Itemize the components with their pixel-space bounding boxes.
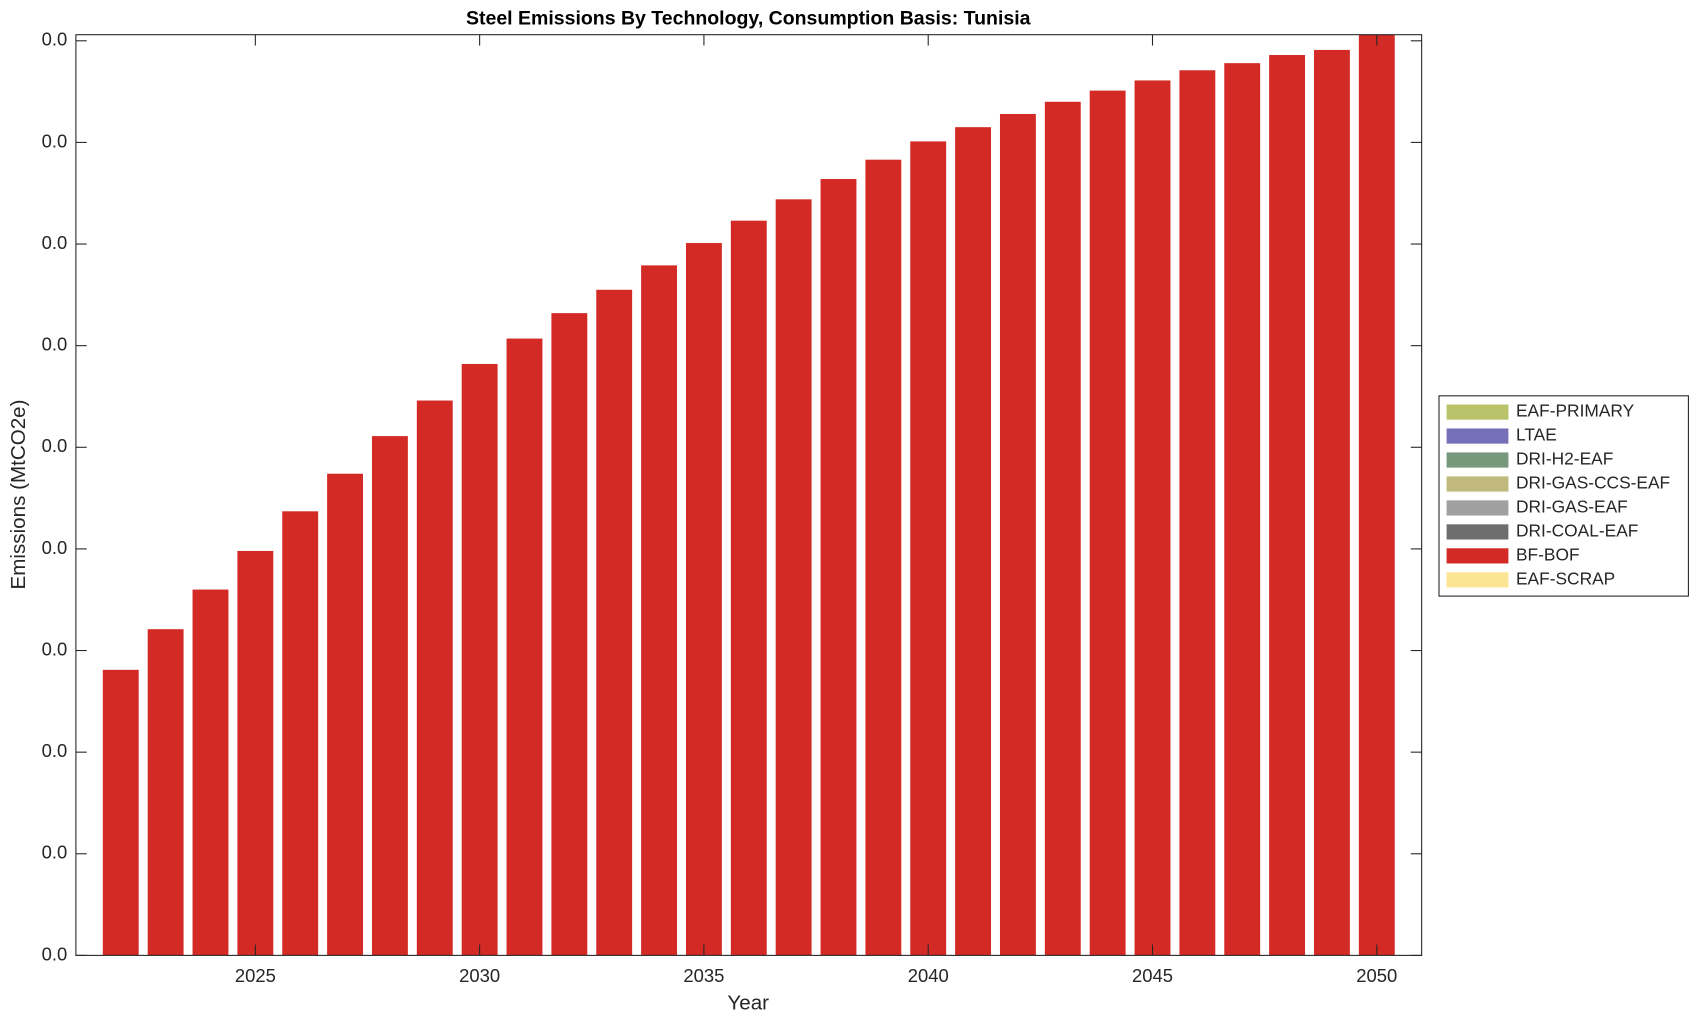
bar-segment (910, 141, 947, 956)
bar-segment (1179, 70, 1216, 956)
bar-segment (1134, 80, 1171, 956)
bar-segment (999, 113, 1036, 956)
legend-label: EAF-PRIMARY (1516, 401, 1635, 421)
bar-segment (1313, 49, 1350, 956)
bar-segment (506, 338, 543, 956)
y-axis-label: Emissions (MtCO2e) (7, 400, 30, 590)
legend-swatch (1446, 476, 1509, 492)
y-tick-label: 0.0 (42, 943, 68, 964)
chart-title: Steel Emissions By Technology, Consumpti… (466, 8, 1031, 30)
bar-segment (102, 669, 139, 956)
legend-label: DRI-GAS-CCS-EAF (1516, 473, 1670, 493)
y-tick-label: 0.0 (42, 638, 68, 659)
bar-segment (1358, 34, 1395, 956)
y-tick-label: 0.0 (42, 435, 68, 456)
bar-segment (641, 265, 678, 956)
legend-swatch (1446, 452, 1509, 468)
bar-segment (461, 363, 498, 956)
legend-swatch (1446, 500, 1509, 516)
axes-box (75, 34, 1423, 956)
legend-label: BF-BOF (1516, 544, 1580, 564)
legend-swatch (1446, 572, 1509, 588)
bar-segment (730, 220, 767, 956)
x-axis-label: Year (727, 992, 769, 1015)
bar-segment (282, 511, 319, 956)
y-tick-label: 0.0 (42, 232, 68, 253)
legend-swatch (1446, 404, 1509, 420)
legend-swatch (1446, 524, 1509, 540)
y-tick-label: 0.0 (42, 334, 68, 355)
x-tick-label: 2040 (908, 965, 949, 986)
x-tick-label: 2050 (1356, 965, 1397, 986)
legend-label: DRI-H2-EAF (1516, 449, 1613, 469)
legend-swatch (1446, 428, 1509, 444)
bar-segment (192, 589, 229, 956)
x-tick-label: 2025 (235, 965, 276, 986)
bar-segment (1044, 101, 1081, 956)
bar-segment (1269, 55, 1306, 956)
bar-segment (685, 243, 722, 956)
bar-segment (551, 313, 588, 956)
legend-label: LTAE (1516, 425, 1557, 445)
x-tick-label: 2030 (459, 965, 500, 986)
y-tick-label: 0.0 (42, 537, 68, 558)
bar-segment (775, 199, 812, 956)
x-tick-label: 2045 (1132, 965, 1173, 986)
bar-segment (865, 159, 902, 956)
legend-label: DRI-COAL-EAF (1516, 520, 1638, 540)
legend-label: EAF-SCRAP (1516, 568, 1615, 588)
bar-segment (147, 629, 184, 956)
bar-segment (416, 400, 453, 956)
legend-label: DRI-GAS-EAF (1516, 497, 1628, 517)
bar-segment (1224, 63, 1261, 956)
legend-swatch (1446, 548, 1509, 564)
bar-segment (955, 127, 992, 956)
x-tick-label: 2035 (683, 965, 724, 986)
bar-segment (237, 550, 274, 956)
bar-segment (820, 179, 857, 956)
y-tick-label: 0.0 (42, 130, 68, 151)
y-tick-label: 0.0 (42, 29, 68, 50)
bar-segment (1089, 90, 1126, 956)
bar-segment (371, 436, 408, 956)
bar-segment (327, 473, 363, 956)
bar-segment (596, 289, 633, 956)
y-tick-label: 0.0 (42, 740, 68, 761)
y-tick-label: 0.0 (42, 842, 68, 863)
